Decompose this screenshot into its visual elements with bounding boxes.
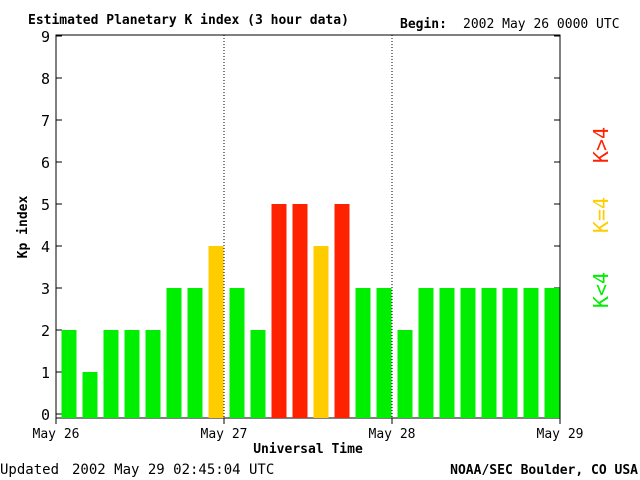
kp-bar <box>145 330 161 418</box>
kp-bar <box>271 204 287 418</box>
kp-bar <box>187 288 203 418</box>
kp-bar <box>313 246 329 418</box>
y-tick-label: 2 <box>41 322 50 340</box>
x-axis-label: Universal Time <box>253 442 363 457</box>
kp-bar <box>250 330 266 418</box>
kp-bar <box>61 330 77 418</box>
kp-bar <box>439 288 455 418</box>
y-tick-label: 8 <box>41 70 50 88</box>
credit-text: NOAA/SEC Boulder, CO USA <box>450 463 638 478</box>
kp-bar <box>103 330 119 418</box>
plot-frame <box>55 34 561 419</box>
kp-bar <box>292 204 308 418</box>
updated-label: Updated <box>0 462 59 478</box>
day-dividers <box>223 35 393 418</box>
kp-bar <box>82 372 98 418</box>
kp-bar <box>334 204 350 418</box>
x-tick-label: May 28 <box>369 427 416 442</box>
kp-bar <box>229 288 245 418</box>
kp-bar <box>460 288 476 418</box>
kp-bar <box>397 330 413 418</box>
begin-value: 2002 May 26 0000 UTC <box>463 17 620 32</box>
y-axis-label: Kp index <box>16 196 31 259</box>
bars <box>61 204 560 418</box>
kp-bar <box>418 288 434 418</box>
x-tick-label: May 26 <box>33 427 80 442</box>
kp-bar <box>355 288 371 418</box>
begin-label: Begin: <box>400 17 447 32</box>
y-tick-label: 1 <box>41 364 50 382</box>
chart-title: Estimated Planetary K index (3 hour data… <box>28 13 349 28</box>
y-tick-label: 6 <box>41 154 50 172</box>
legend-label: K<4 <box>589 272 613 308</box>
y-tick-label: 0 <box>41 406 50 424</box>
legend: K>4 K=4 K<4 <box>589 127 613 308</box>
legend-label: K>4 <box>589 127 613 163</box>
kp-bar <box>544 288 560 418</box>
kp-bar <box>481 288 497 418</box>
y-tick-label: 7 <box>41 112 50 130</box>
y-tick-label: 3 <box>41 280 50 298</box>
x-axis: May 26 May 27 May 28 May 29 <box>33 418 584 442</box>
kp-bar <box>124 330 140 418</box>
y-tick-label: 5 <box>41 196 50 214</box>
x-tick-label: May 29 <box>537 427 584 442</box>
kp-bar <box>166 288 182 418</box>
x-tick-label: May 27 <box>201 427 248 442</box>
kp-bar <box>502 288 518 418</box>
updated-value: 2002 May 29 02:45:04 UTC <box>72 462 274 478</box>
kp-bar <box>523 288 539 418</box>
y-tick-label: 4 <box>41 238 50 256</box>
kp-bar <box>376 288 392 418</box>
y-tick-label: 9 <box>41 28 50 46</box>
legend-label: K=4 <box>589 197 613 233</box>
kp-bar <box>208 246 224 418</box>
